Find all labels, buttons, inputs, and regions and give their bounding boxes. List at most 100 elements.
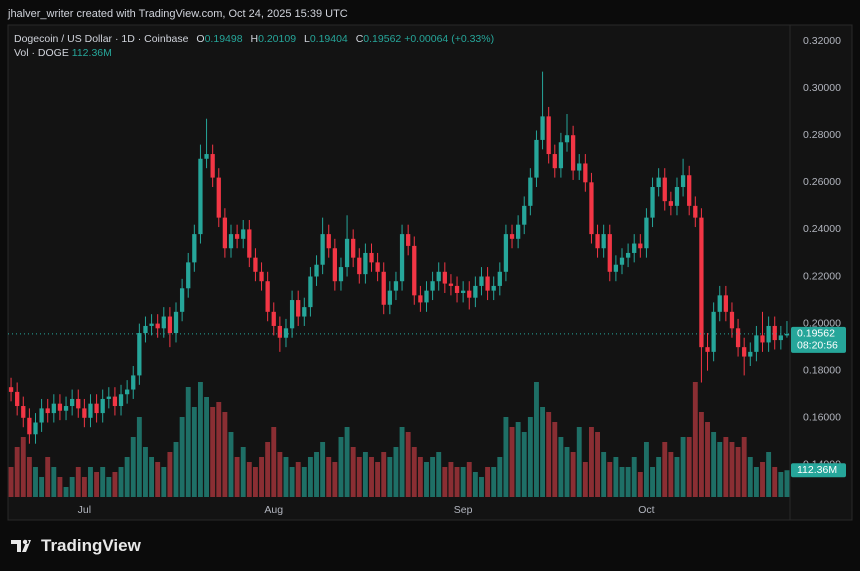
- volume-bar: [411, 447, 417, 497]
- candle-body: [430, 281, 435, 291]
- candle-body: [137, 333, 142, 376]
- volume-bar: [8, 467, 14, 497]
- volume-bar: [668, 452, 674, 497]
- volume-bar: [717, 442, 723, 497]
- volume-bar: [39, 477, 45, 497]
- volume-bar: [265, 442, 271, 497]
- volume-bar: [26, 457, 32, 497]
- volume-bar: [582, 462, 588, 497]
- candle-body: [412, 245, 417, 296]
- y-tick-label: 0.20000: [803, 317, 841, 329]
- volume-bar: [692, 382, 698, 497]
- candle-body: [179, 288, 185, 312]
- candle-body: [143, 325, 148, 334]
- volume-bar: [466, 462, 472, 497]
- candle-body: [210, 154, 215, 178]
- candle-body: [375, 262, 380, 272]
- volume-bar: [338, 437, 344, 497]
- volume-bar: [625, 467, 631, 497]
- volume-bar: [45, 457, 51, 497]
- volume-bar: [362, 452, 368, 497]
- volume-bar: [760, 462, 765, 497]
- y-tick-label: 0.16000: [803, 412, 841, 424]
- candle-body: [540, 116, 545, 140]
- candle-body: [216, 177, 221, 218]
- x-tick-label: Sep: [454, 504, 473, 516]
- candle-body: [577, 163, 582, 171]
- ohlc-value: 0.19562: [363, 33, 402, 45]
- x-tick-label: Jul: [78, 504, 91, 516]
- candle-body: [161, 316, 166, 329]
- volume-bar: [436, 452, 442, 497]
- volume-bar: [741, 437, 747, 497]
- volume-bar: [234, 457, 240, 497]
- candle-body: [595, 234, 600, 249]
- volume-bar: [393, 447, 399, 497]
- volume-bar: [289, 467, 295, 497]
- volume-bar: [491, 467, 497, 497]
- candle-body: [552, 154, 557, 169]
- volume-bar: [601, 452, 607, 497]
- candle-body: [399, 234, 405, 282]
- symbol-title: Dogecoin / US Dollar · 1D · Coinbase: [14, 33, 189, 45]
- last-price-label: 0.19562: [797, 328, 835, 340]
- candle-body: [509, 234, 515, 239]
- volume-bar: [314, 452, 319, 497]
- volume-bar: [326, 457, 332, 497]
- candle-body: [607, 234, 612, 272]
- volume-bar: [222, 412, 228, 497]
- volume-bar: [656, 457, 662, 497]
- volume-bar: [198, 382, 203, 497]
- candle-body: [491, 285, 496, 291]
- candle-body: [332, 248, 337, 282]
- candle-body: [589, 182, 594, 235]
- candle-body: [699, 217, 704, 348]
- y-tick-label: 0.18000: [803, 364, 841, 376]
- volume-bar: [106, 477, 112, 497]
- candle-body: [100, 398, 105, 414]
- legend-header: Dogecoin / US Dollar · 1D · Coinbase O0.…: [14, 32, 494, 60]
- candle-body: [619, 257, 625, 265]
- x-tick-label: Aug: [264, 504, 283, 516]
- volume-bar: [698, 412, 704, 497]
- candle-body: [564, 135, 570, 143]
- candle-body: [668, 201, 674, 206]
- volume-bar: [33, 467, 38, 497]
- credit: jhalver_writer created with TradingView.…: [8, 8, 348, 20]
- candle-body: [454, 285, 460, 293]
- volume-bar: [729, 442, 735, 497]
- logo: TradingView: [10, 536, 141, 556]
- volume-bar: [112, 472, 118, 497]
- volume-bar: [534, 382, 539, 497]
- volume-row: Vol · DOGE 112.36M: [14, 46, 494, 60]
- volume-bar: [216, 402, 222, 497]
- volume-bar: [454, 467, 460, 497]
- volume-bar: [75, 467, 81, 497]
- candle-body: [363, 252, 368, 275]
- y-tick-label: 0.24000: [803, 223, 841, 235]
- candle-body: [173, 311, 179, 334]
- candle-body: [308, 276, 313, 308]
- candle-body: [650, 187, 655, 218]
- candle-body: [296, 300, 301, 317]
- candle-body: [632, 243, 637, 253]
- volume-bar: [81, 477, 87, 497]
- volume-bar: [711, 432, 717, 497]
- ohlc-value: 0.19498: [204, 33, 243, 45]
- candle-body: [94, 403, 99, 414]
- candle-body: [265, 281, 270, 312]
- candle-body: [338, 267, 344, 282]
- candle-body: [436, 271, 441, 282]
- volume-bar: [705, 422, 710, 497]
- countdown-label: 08:20:56: [797, 340, 838, 352]
- candle-body: [277, 325, 283, 338]
- volume-bar: [766, 452, 772, 497]
- candle-body: [131, 375, 136, 390]
- volume-bar: [332, 462, 338, 497]
- candle-body: [387, 290, 392, 305]
- volume-bar: [185, 387, 191, 497]
- candle-body: [534, 139, 539, 178]
- candle-body: [351, 238, 356, 258]
- candle-body: [583, 163, 588, 183]
- candle-body: [760, 335, 765, 343]
